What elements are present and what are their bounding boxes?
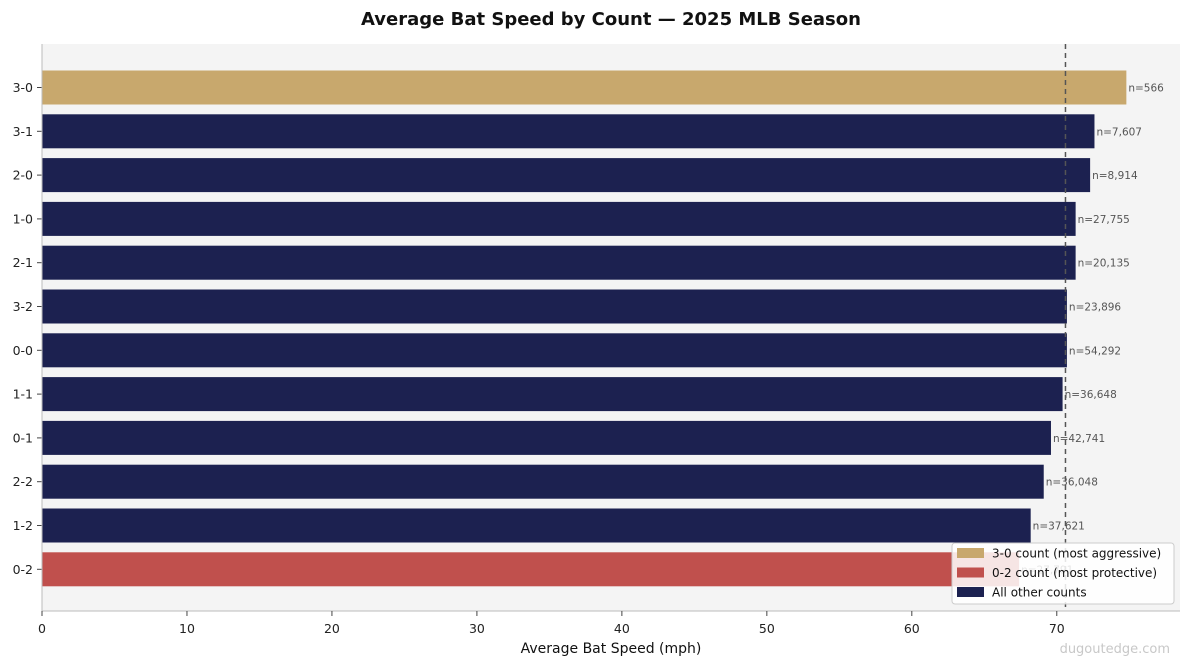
n-label-1-1: n=36,648 <box>1065 389 1117 401</box>
y-tick-label-1-2: 1-2 <box>13 518 33 533</box>
n-labels-layer: n=566 n=7,607 n=8,914 n=27,755 n=20,135 n=23,… <box>1021 83 1164 577</box>
n-label-2-0: n=8,914 <box>1092 170 1138 182</box>
n-label-3-2: n=23,896 <box>1069 302 1122 314</box>
y-tick-label-3-0: 3-0 <box>13 80 33 95</box>
n-label-1-0: n=27,755 <box>1078 214 1130 226</box>
bars-layer <box>42 70 1127 587</box>
bar-3-0 <box>42 70 1127 105</box>
bar-0-2 <box>42 552 1020 587</box>
y-tick-label-1-0: 1-0 <box>13 211 33 226</box>
legend-swatch-protective <box>957 567 984 578</box>
x-tick-label-30: 30 <box>469 621 485 636</box>
x-tick-label-0: 0 <box>38 621 46 636</box>
n-label-0-0: n=54,292 <box>1069 345 1121 357</box>
x-axis-label: Average Bat Speed (mph) <box>521 641 702 657</box>
x-tick-label-70: 70 <box>1049 621 1065 636</box>
bar-1-1 <box>42 377 1063 412</box>
bar-1-2 <box>42 508 1031 543</box>
n-label-3-1: n=7,607 <box>1096 126 1142 138</box>
n-label-3-0: n=566 <box>1128 83 1164 95</box>
legend-box <box>951 542 1175 605</box>
legend: 3-0 count (most aggressive) 0-2 count (mo… <box>951 542 1175 605</box>
legend-swatch-other <box>957 587 984 597</box>
x-tick-label-60: 60 <box>904 621 920 636</box>
x-ticks-layer: 0 10 20 30 40 50 60 70 <box>38 611 1065 636</box>
bar-2-2 <box>42 464 1044 499</box>
x-tick-label-10: 10 <box>179 621 195 636</box>
bar-2-0 <box>42 158 1091 193</box>
n-label-1-2: n=37,621 <box>1033 521 1085 533</box>
bar-3-1 <box>42 114 1095 149</box>
legend-label-protective: 0-2 count (most protective) <box>992 566 1157 580</box>
legend-swatch-aggressive <box>957 548 984 558</box>
x-tick-label-50: 50 <box>759 621 775 636</box>
y-tick-label-3-2: 3-2 <box>13 299 33 314</box>
chart-title: Average Bat Speed by Count — 2025 MLB Se… <box>361 9 861 30</box>
y-tick-label-3-1: 3-1 <box>13 124 33 139</box>
bar-3-2 <box>42 289 1067 324</box>
y-tick-label-2-1: 2-1 <box>13 255 33 270</box>
category-labels-layer: 3-0 3-1 2-0 1-0 2-1 3-2 0-0 1-1 0-1 2-2 1-2 0-2 <box>13 80 42 577</box>
n-label-2-1: n=20,135 <box>1078 258 1130 270</box>
bar-1-0 <box>42 201 1076 236</box>
y-tick-label-0-1: 0-1 <box>13 430 33 445</box>
watermark: dugoutedge.com <box>1060 642 1170 657</box>
bar-2-1 <box>42 245 1076 280</box>
y-tick-label-2-2: 2-2 <box>13 474 33 489</box>
x-tick-label-20: 20 <box>324 621 340 636</box>
y-tick-label-2-0: 2-0 <box>13 168 33 183</box>
n-label-0-1: n=42,741 <box>1053 433 1105 445</box>
y-tick-label-0-2: 0-2 <box>13 562 33 577</box>
y-tick-label-1-1: 1-1 <box>13 387 33 402</box>
n-label-2-2: n=36,048 <box>1046 477 1098 489</box>
bar-0-1 <box>42 420 1051 455</box>
x-tick-label-40: 40 <box>614 621 630 636</box>
legend-label-other: All other counts <box>992 586 1087 600</box>
y-tick-label-0-0: 0-0 <box>13 343 33 358</box>
bar-0-0 <box>42 333 1067 368</box>
legend-label-aggressive: 3-0 count (most aggressive) <box>992 547 1161 561</box>
